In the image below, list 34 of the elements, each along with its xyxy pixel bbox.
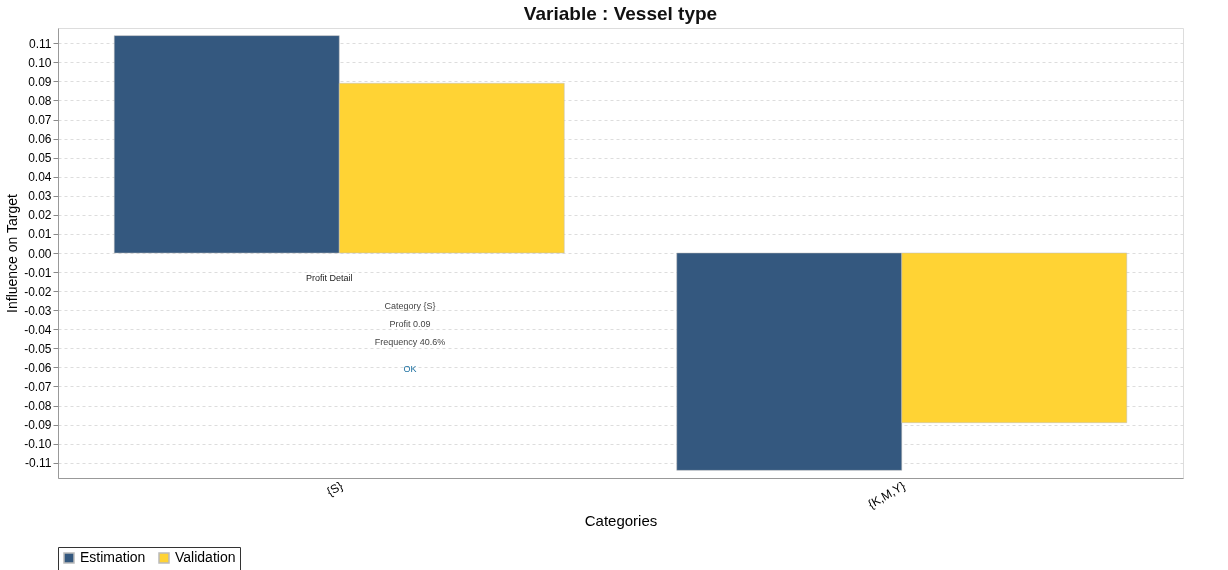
y-axis-title: Influence on Target — [4, 193, 21, 313]
y-tick-label: -0.01 — [24, 265, 52, 280]
y-tick-label: -0.05 — [24, 341, 52, 356]
y-tick-label: 0.08 — [28, 93, 52, 108]
y-tick-label: -0.09 — [24, 418, 52, 433]
y-tick-label: -0.06 — [24, 360, 52, 375]
annotation: Profit 0.09 — [389, 319, 431, 329]
y-tick-label: 0.03 — [28, 189, 52, 204]
y-tick-label: -0.11 — [25, 456, 52, 471]
y-tick-label: 0.09 — [28, 74, 52, 89]
annotation: Category {S} — [384, 301, 436, 311]
y-tick-label: 0.00 — [28, 246, 52, 261]
annotation: Frequency 40.6% — [374, 337, 446, 347]
y-tick-label: -0.08 — [24, 399, 52, 414]
y-tick-label: -0.04 — [24, 322, 52, 337]
x-axis-title: Categories — [584, 512, 658, 530]
annotation: OK — [403, 364, 417, 374]
x-tick-label: {S} — [324, 478, 346, 499]
y-tick-label: 0.07 — [28, 113, 52, 128]
y-tick-label: 0.06 — [28, 132, 52, 147]
y-tick-label: 0.04 — [28, 170, 52, 185]
y-tick-label: -0.02 — [24, 284, 52, 299]
y-tick-label: 0.01 — [28, 227, 52, 242]
legend-label: Validation — [175, 549, 236, 565]
chart-title: Variable : Vessel type — [523, 3, 718, 24]
annotation: Profit Detail — [306, 273, 353, 283]
y-tick-label: -0.07 — [24, 379, 52, 394]
y-tick-label: 0.05 — [28, 151, 52, 166]
y-tick-label: 0.11 — [29, 36, 52, 51]
y-tick-label: -0.10 — [24, 437, 52, 452]
legend-label: Estimation — [80, 549, 146, 565]
y-tick-label: 0.10 — [28, 55, 52, 70]
y-tick-label: 0.02 — [28, 208, 52, 223]
y-tick-label: -0.03 — [24, 303, 52, 318]
